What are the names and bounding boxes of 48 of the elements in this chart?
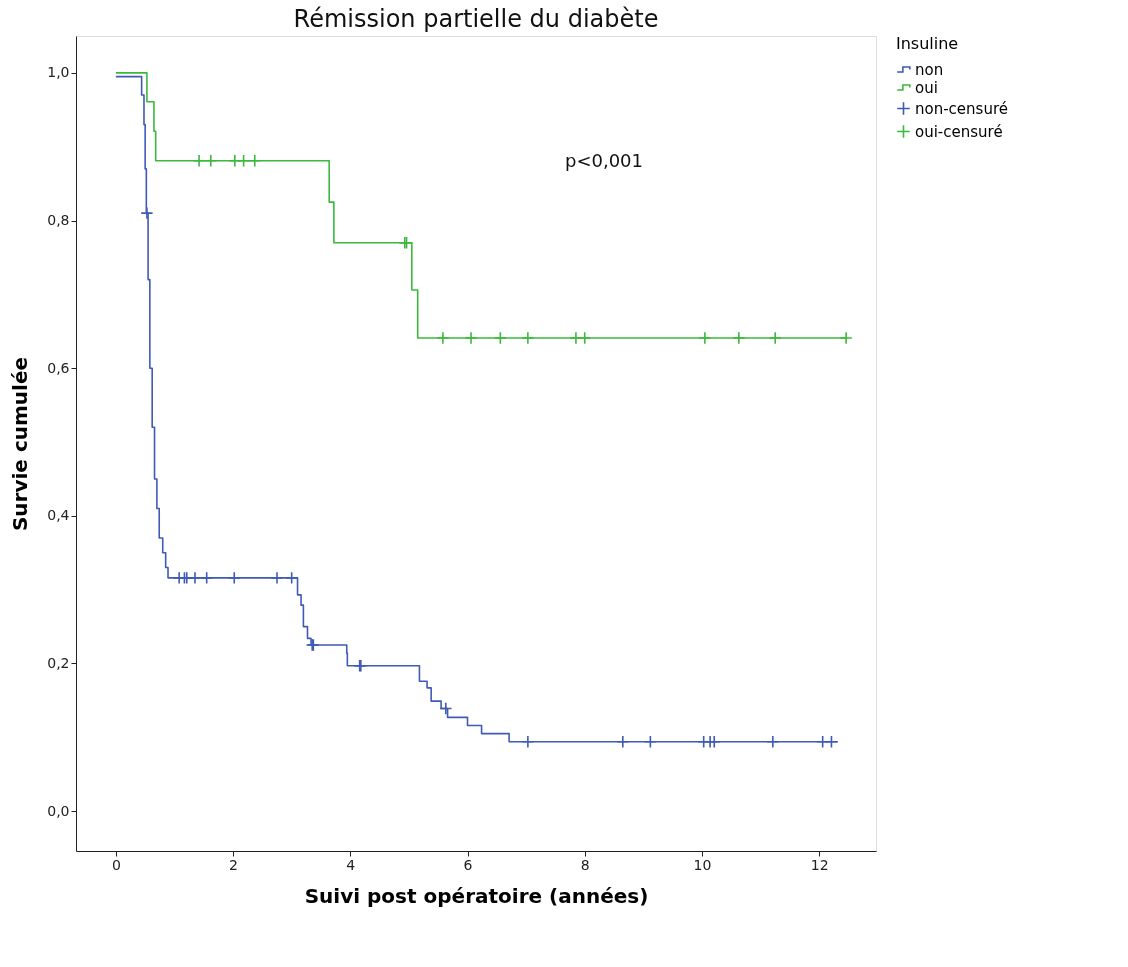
point xyxy=(698,331,712,345)
point xyxy=(839,331,853,345)
point xyxy=(643,735,657,749)
point xyxy=(140,206,154,220)
x-axis-title: Suivi post opératoire (années) xyxy=(304,883,649,908)
point xyxy=(464,331,478,345)
point xyxy=(188,571,202,585)
point xyxy=(521,735,535,749)
point xyxy=(768,331,782,345)
point xyxy=(200,571,214,585)
annotation: p<0,001 xyxy=(564,150,644,172)
point xyxy=(766,735,780,749)
point xyxy=(732,331,746,345)
point xyxy=(285,571,299,585)
y-tick-label: 0,0 xyxy=(47,802,70,819)
point xyxy=(616,735,630,749)
legend-title: Insuline xyxy=(896,34,959,53)
x-tick-label: 10 xyxy=(693,856,712,873)
legend-label: non xyxy=(915,60,944,79)
point xyxy=(521,331,535,345)
x-tick-label: 4 xyxy=(346,856,356,873)
point xyxy=(578,331,592,345)
chart-title: Rémission partielle du diabète xyxy=(293,5,659,33)
y-tick-label: 0,4 xyxy=(47,507,70,524)
legend-label: non-censuré xyxy=(915,99,1008,118)
x-tick-label: 8 xyxy=(580,856,590,873)
y-tick-label: 1,0 xyxy=(47,64,70,81)
point xyxy=(204,154,218,168)
x-tick-label: 6 xyxy=(463,856,473,873)
point xyxy=(824,735,838,749)
x-tick-label: 12 xyxy=(810,856,829,873)
point xyxy=(439,702,453,716)
legend-label: oui-censuré xyxy=(915,122,1003,141)
y-tick-label: 0,8 xyxy=(47,212,70,229)
point xyxy=(192,154,206,168)
point xyxy=(493,331,507,345)
x-tick-label: 0 xyxy=(111,856,121,873)
point xyxy=(436,331,450,345)
y-tick-label: 0,6 xyxy=(47,359,70,376)
y-tick-label: 0,2 xyxy=(47,654,70,671)
point xyxy=(707,735,721,749)
point xyxy=(237,154,251,168)
x-tick-label: 2 xyxy=(229,856,239,873)
legend-label: oui xyxy=(915,78,938,97)
point xyxy=(248,154,262,168)
point xyxy=(227,571,241,585)
y-axis-title: Survie cumulée xyxy=(8,356,33,532)
point xyxy=(270,571,284,585)
